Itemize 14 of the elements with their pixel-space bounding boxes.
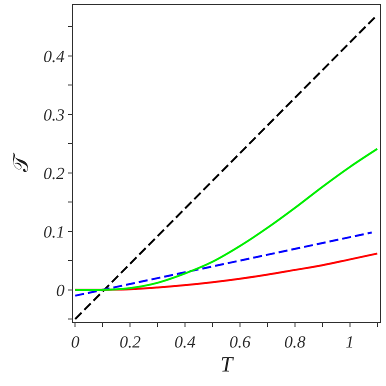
x-tick-label: 0 (70, 332, 80, 352)
x-tick-label: 0.2 (119, 332, 142, 352)
x-axis-title: T (220, 351, 234, 376)
line-series (74, 148, 378, 291)
y-tick-label: 0.3 (43, 105, 65, 124)
y-axis-title: 𝒯 (8, 152, 34, 172)
y-tick-label: 0.4 (43, 46, 66, 66)
x-tick-label: 0.8 (284, 332, 306, 352)
x-tick-label: 0.4 (174, 332, 196, 352)
y-tick-label: 0 (56, 280, 66, 300)
x-tick-label: 1 (346, 332, 354, 352)
x-tick-label: 0.6 (229, 332, 252, 352)
y-tick-label: 0.2 (43, 164, 66, 183)
y-tick-label: 0.1 (43, 222, 65, 242)
